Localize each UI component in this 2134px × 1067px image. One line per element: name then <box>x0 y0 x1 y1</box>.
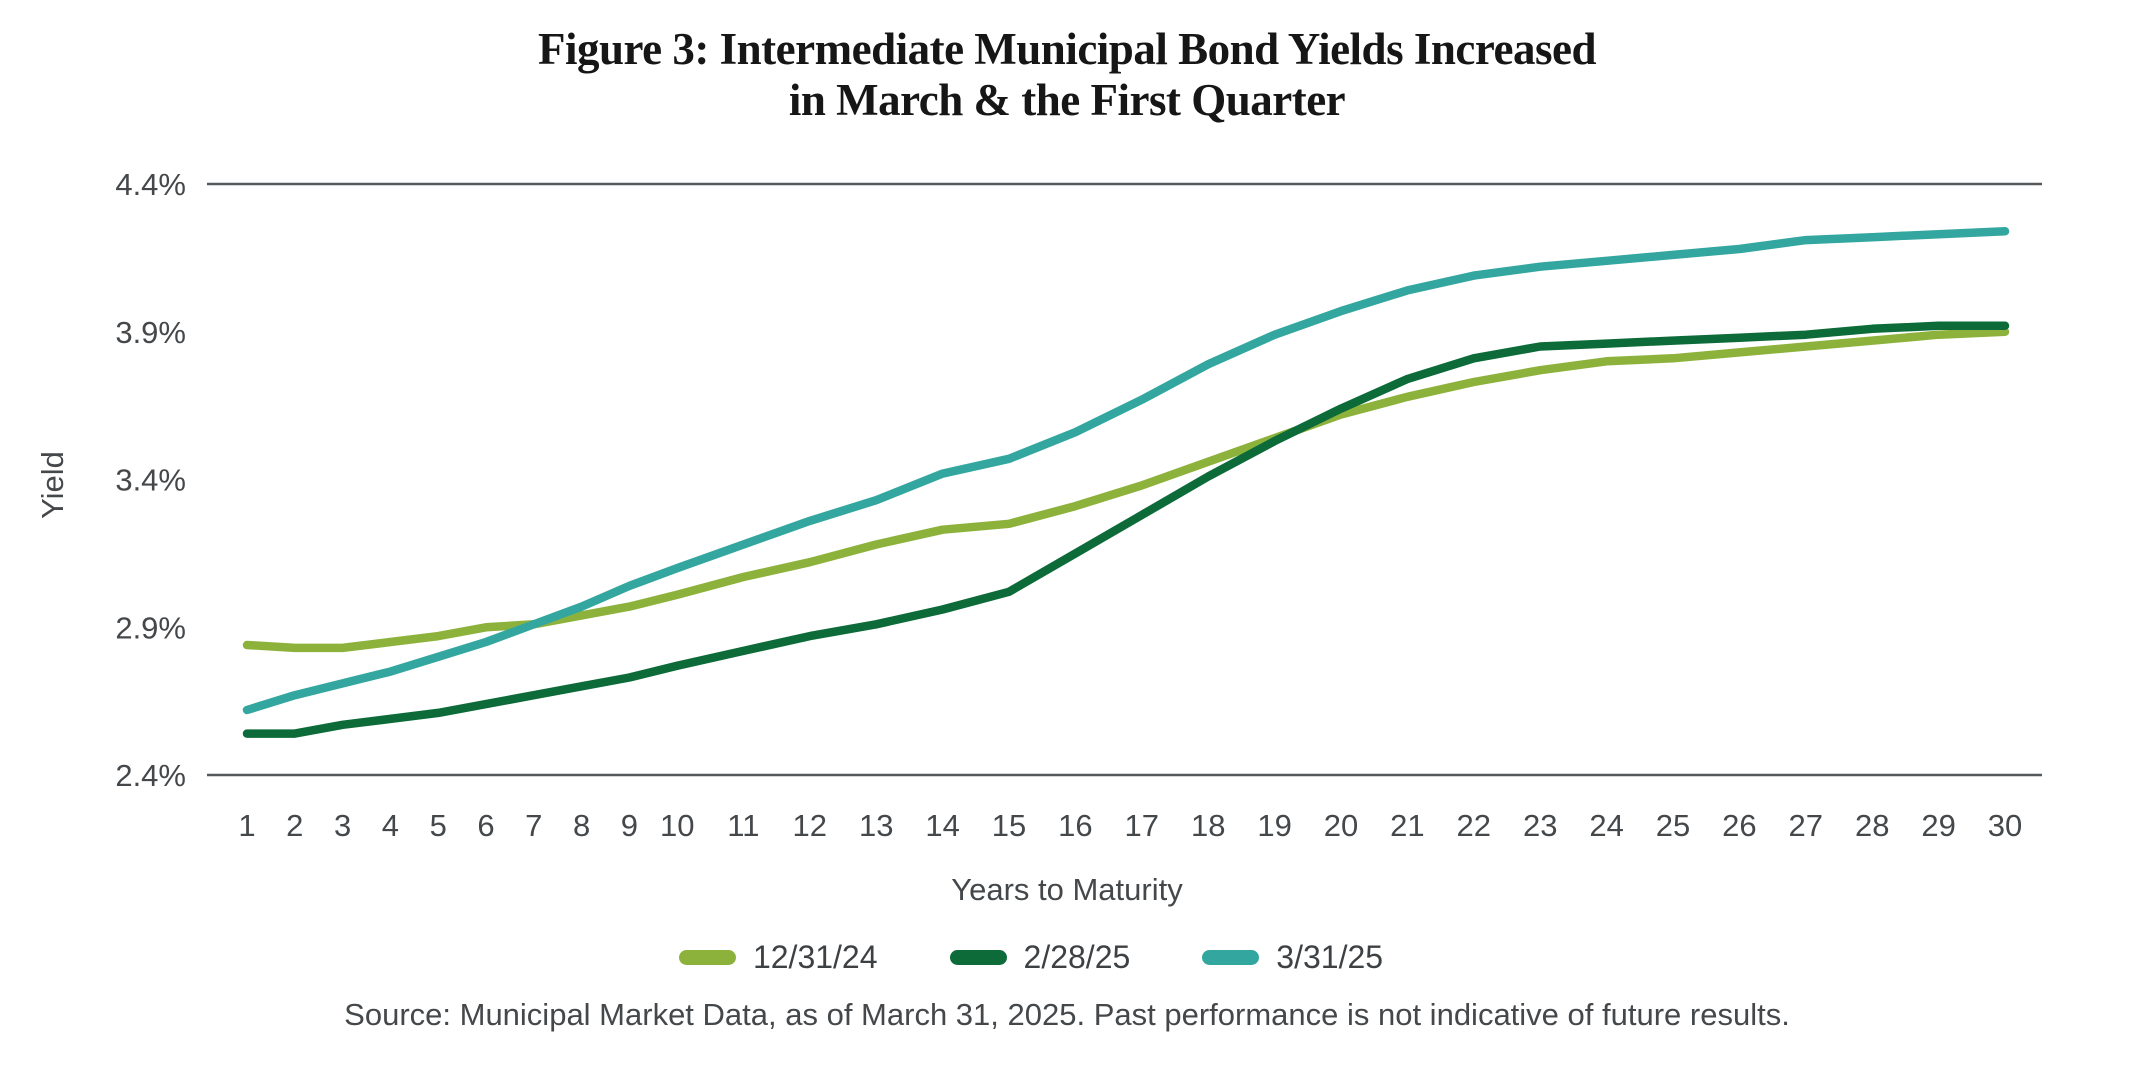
x-tick-label: 27 <box>1789 808 1823 843</box>
x-tick-label: 21 <box>1390 808 1424 843</box>
x-tick-label: 7 <box>525 808 542 843</box>
x-tick-label: 30 <box>1988 808 2022 843</box>
x-tick-label: 17 <box>1125 808 1159 843</box>
x-tick-label: 13 <box>859 808 893 843</box>
legend-swatch-3-31-25 <box>1202 950 1260 965</box>
legend: 12/31/24 2/28/25 3/31/25 <box>0 939 2098 976</box>
y-tick-label: 2.9% <box>115 610 186 645</box>
x-tick-label: 5 <box>430 808 447 843</box>
chart-svg: 4.4%3.9%3.4%2.9%2.4%1 2 3 4 5 6 7 8 9 10 11 12 13 14 1… <box>115 167 2042 843</box>
y-axis-title: Yield <box>35 451 70 519</box>
source-note: Source: Municipal Market Data, as of Mar… <box>344 997 1790 1032</box>
series-line-12-31-24 <box>242 327 2010 653</box>
x-tick-label: 14 <box>925 808 959 843</box>
x-tick-label: 15 <box>992 808 1026 843</box>
x-tick-label: 2 <box>286 808 303 843</box>
x-tick-label: 16 <box>1058 808 1092 843</box>
x-tick-label: 28 <box>1855 808 1889 843</box>
y-tick-label: 2.4% <box>115 758 186 793</box>
x-tick-label: 18 <box>1191 808 1225 843</box>
legend-label-2-28-25: 2/28/25 <box>1023 939 1131 975</box>
x-tick-label: 8 <box>573 808 590 843</box>
x-tick-label: 20 <box>1324 808 1358 843</box>
x-tick-label: 26 <box>1722 808 1756 843</box>
legend-item-2-28-25: 2/28/25 <box>949 939 1131 976</box>
legend-item-12-31-24: 12/31/24 <box>678 939 878 976</box>
x-tick-label: 22 <box>1457 808 1491 843</box>
legend-label-12-31-24: 12/31/24 <box>752 939 878 975</box>
series-line-3-31-25 <box>242 227 2010 715</box>
legend-item-3-31-25: 3/31/25 <box>1202 939 1383 976</box>
x-tick-label: 1 <box>238 808 255 843</box>
y-tick-label: 4.4% <box>115 167 186 202</box>
figure-title: Figure 3: Intermediate Municipal Bond Yi… <box>0 24 2134 126</box>
figure-title-line-1: Figure 3: Intermediate Municipal Bond Yi… <box>538 24 1597 74</box>
x-tick-label: 24 <box>1589 808 1623 843</box>
y-tick-label: 3.4% <box>115 463 186 498</box>
legend-swatch-12-31-24 <box>678 950 736 965</box>
legend-label-3-31-25: 3/31/25 <box>1276 939 1384 975</box>
x-tick-label: 23 <box>1523 808 1557 843</box>
x-tick-label: 3 <box>334 808 351 843</box>
x-tick-label: 25 <box>1656 808 1690 843</box>
x-tick-label: 19 <box>1257 808 1291 843</box>
x-tick-label: 29 <box>1921 808 1955 843</box>
x-tick-label: 11 <box>727 808 759 843</box>
x-tick-label: 6 <box>477 808 494 843</box>
x-tick-label: 9 <box>621 808 638 843</box>
x-tick-label: 10 <box>660 808 694 843</box>
y-tick-label: 3.9% <box>115 315 186 350</box>
legend-swatch-2-28-25 <box>949 950 1007 965</box>
x-axis-title: Years to Maturity <box>951 872 1183 907</box>
figure-title-line-2: in March & the First Quarter <box>788 75 1346 125</box>
x-tick-label: 4 <box>382 808 399 843</box>
series-line-2-28-25 <box>242 321 2010 738</box>
x-tick-label: 12 <box>793 808 827 843</box>
